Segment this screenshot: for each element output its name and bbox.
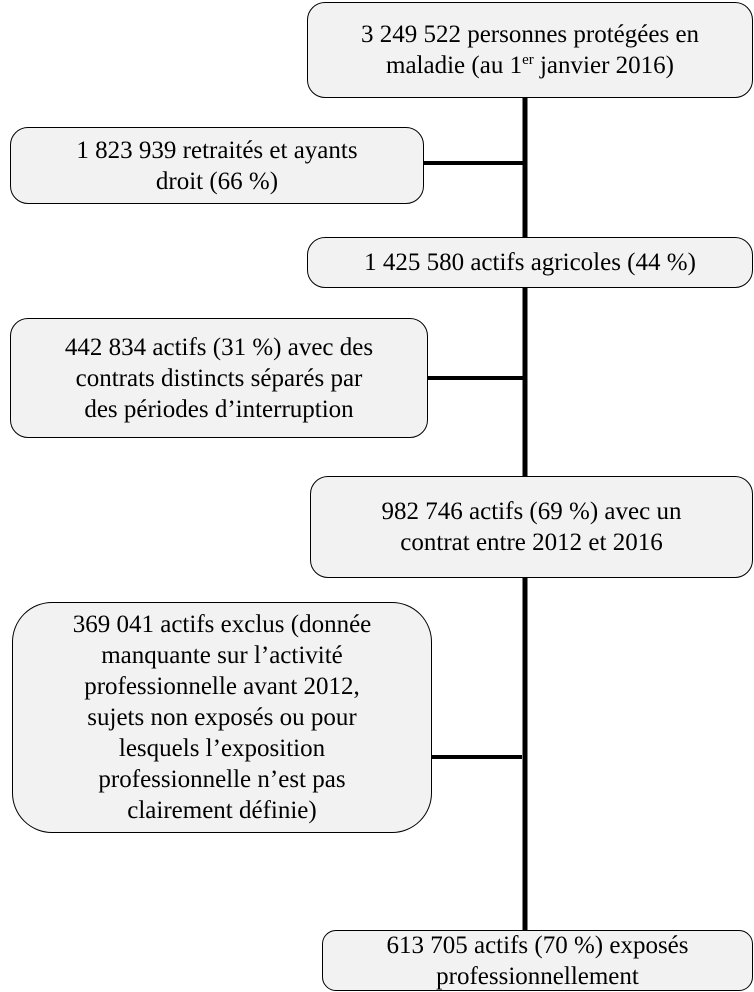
node-text: sujets non exposés ou pour bbox=[87, 704, 357, 731]
node-text: manquante sur l’activité bbox=[101, 642, 343, 669]
node-text: 613 705 actifs (70 %) exposés bbox=[386, 931, 689, 959]
node-text: maladie (au 1 bbox=[386, 52, 523, 79]
node-text: professionnellement bbox=[436, 962, 639, 990]
node-text: 442 834 actifs (31 %) avec des bbox=[64, 333, 374, 361]
node: 442 834 actifs (31 %) avec des contrats d… bbox=[10, 318, 428, 438]
node-text: 1 425 580 actifs agricoles (44 %) bbox=[364, 249, 696, 276]
node-text: professionnelle n’est pas bbox=[98, 766, 346, 793]
node-text: lesquels l’exposition bbox=[118, 735, 326, 762]
node: 982 746 actifs (69 %) avec un contrat ent… bbox=[310, 476, 753, 578]
node-text: contrat entre 2012 et 2016 bbox=[400, 529, 663, 556]
superscript: er bbox=[522, 52, 534, 68]
node: 369 041 actifs exclus (donnée manquante s… bbox=[12, 602, 432, 833]
node-text: 1 823 939 retraités et ayants bbox=[76, 136, 358, 164]
node-text: droit (66 %) bbox=[155, 167, 279, 195]
node-text: des périodes d’interruption bbox=[84, 395, 354, 423]
node: 3 249 522 personnes protégées en maladie … bbox=[307, 2, 753, 98]
node-text: contrats distincts séparés par bbox=[75, 364, 363, 392]
node-text: professionnelle avant 2012, bbox=[84, 673, 360, 700]
node: 1 425 580 actifs agricoles (44 %) bbox=[307, 237, 753, 288]
node-text: 982 746 actifs (69 %) avec un bbox=[381, 498, 682, 525]
node-text: janvier 2016) bbox=[533, 52, 674, 79]
node: 613 705 actifs (70 %) exposés professionn… bbox=[322, 930, 753, 991]
node-text-line: maladie (au 1er janvier 2016) bbox=[386, 50, 674, 81]
node-text: 369 041 actifs exclus (donnée bbox=[72, 611, 372, 638]
node-text: clairement définie) bbox=[127, 797, 317, 824]
node: 1 823 939 retraités et ayants droit (66 %… bbox=[10, 127, 424, 204]
node-text: 3 249 522 personnes protégées en bbox=[360, 21, 700, 48]
